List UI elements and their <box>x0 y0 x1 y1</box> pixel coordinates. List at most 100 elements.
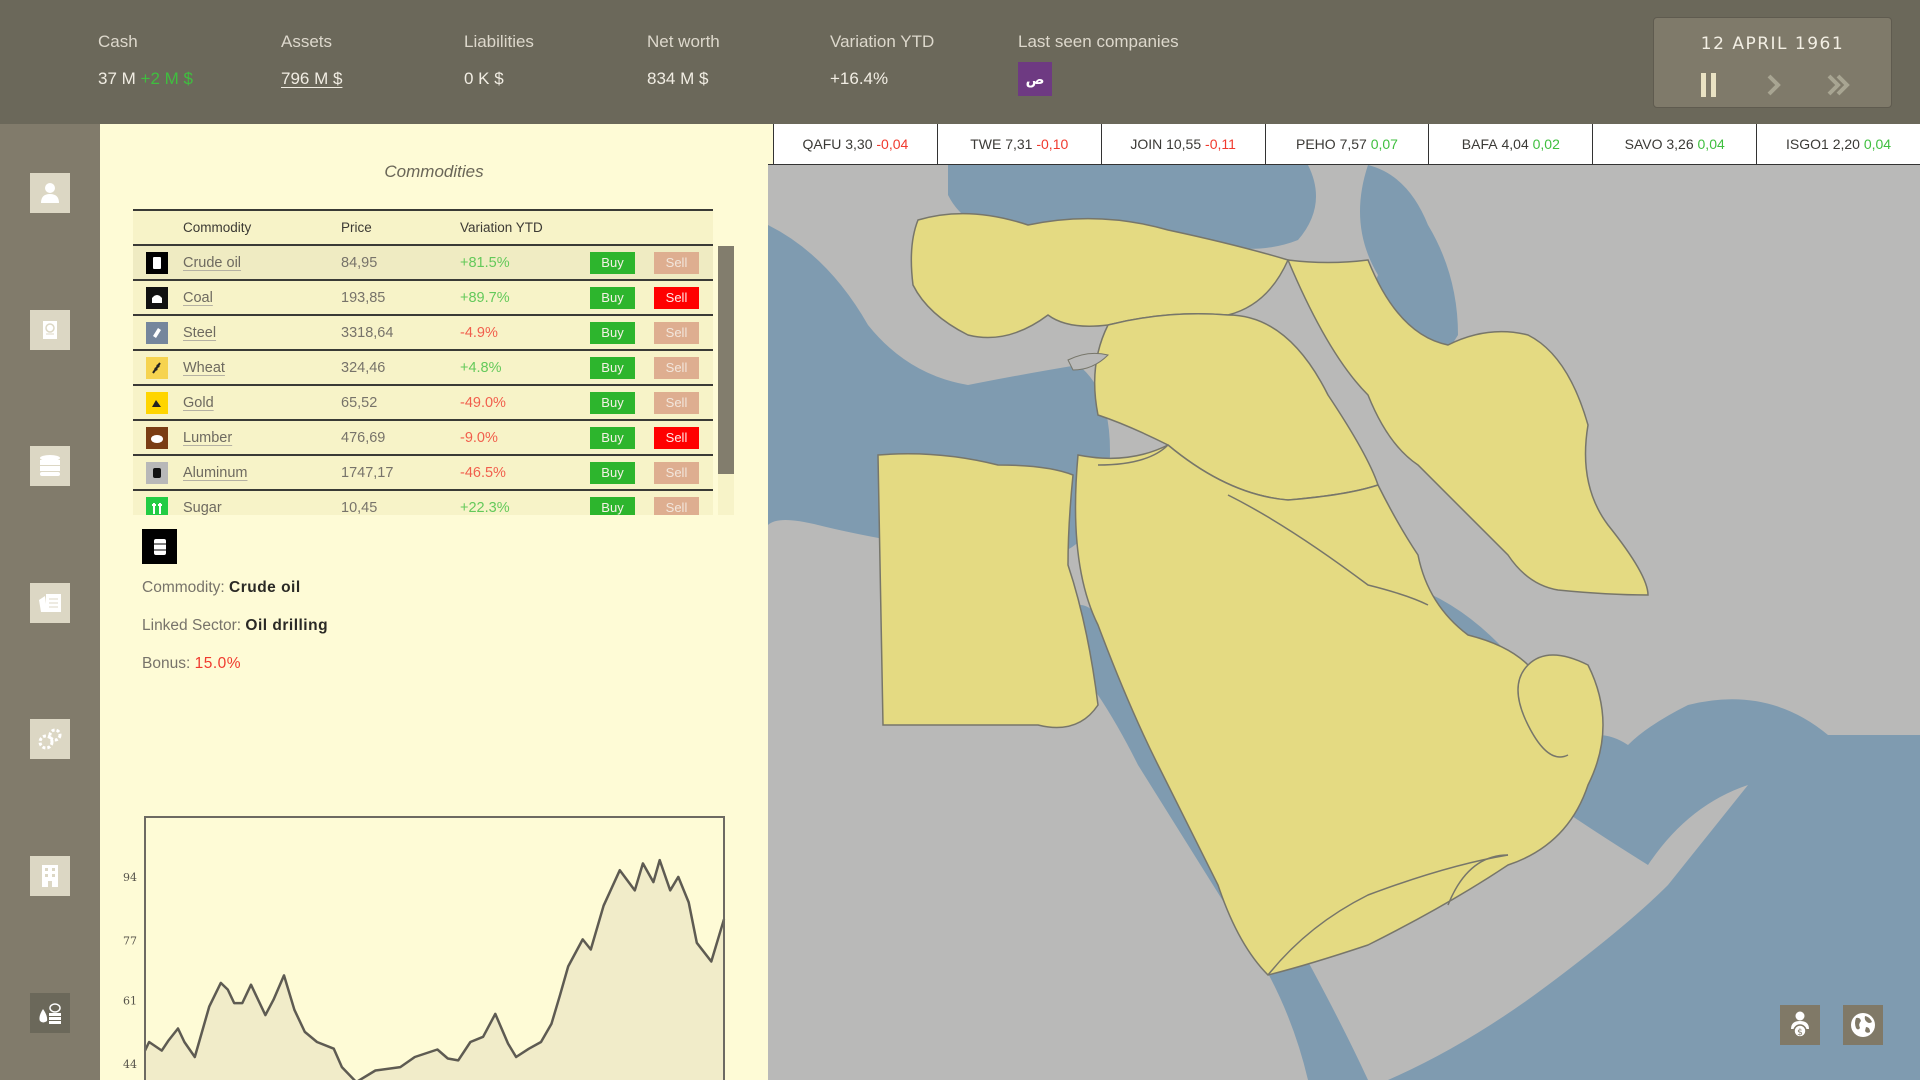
commodity-name-link[interactable]: Gold <box>183 394 214 411</box>
commodity-name-link[interactable]: Coal <box>183 289 213 306</box>
fast-forward-button[interactable] <box>1824 70 1854 100</box>
commodity-row[interactable]: Lumber 476,69 -9.0% Buy Sell <box>133 420 713 456</box>
commodity-row[interactable]: Gold 65,52 -49.0% Buy Sell <box>133 385 713 421</box>
ticker-symbol: JOIN <box>1130 136 1163 152</box>
sell-button[interactable]: Sell <box>654 391 699 414</box>
world-view-button[interactable] <box>1843 1005 1883 1045</box>
ticker-item[interactable]: JOIN 10,55 -0,11 <box>1100 124 1265 164</box>
ticker-price: 7,57 <box>1339 136 1367 152</box>
map-canvas[interactable] <box>768 165 1920 1080</box>
sidebar-item-profile[interactable] <box>30 173 70 213</box>
sugarcane-icon <box>146 497 168 515</box>
play-icon <box>1767 74 1781 96</box>
ticker-item[interactable]: QAFU 3,30 -0,04 <box>772 124 937 164</box>
chart-area <box>145 860 724 1080</box>
commodity-name-link[interactable]: Sugar <box>183 499 222 516</box>
buy-button[interactable]: Buy <box>590 251 635 274</box>
ticker-change: 0,02 <box>1532 136 1560 152</box>
sidebar-item-industry[interactable] <box>30 719 70 759</box>
pause-button[interactable] <box>1694 70 1724 100</box>
sell-button[interactable]: Sell <box>654 251 699 274</box>
ticker-price: 10,55 <box>1166 136 1202 152</box>
variation-label: Variation YTD <box>830 32 935 51</box>
gold-bars-icon <box>146 392 168 414</box>
commodity-name-link[interactable]: Crude oil <box>183 254 242 271</box>
net-worth-label: Net worth <box>647 32 720 51</box>
current-date: 12 APRIL 1961 <box>1700 34 1845 54</box>
sidebar-item-documents[interactable] <box>30 583 70 623</box>
last-seen-companies: Last seen companies ص <box>1018 32 1179 96</box>
net-worth-value: 834 M $ <box>647 69 709 88</box>
ticker-item[interactable]: ISGO1 2,20 0,04 <box>1756 124 1920 164</box>
net-worth-stat: Net worth 834 M $ <box>647 32 720 89</box>
buy-button[interactable]: Buy <box>590 286 635 309</box>
commodity-row[interactable]: Wheat 324,46 +4.8% Buy Sell <box>133 350 713 386</box>
log-icon <box>146 427 168 449</box>
ticker-item[interactable]: SAVO 3,26 0,04 <box>1592 124 1756 164</box>
sidebar-item-database[interactable] <box>30 446 70 486</box>
investor-icon: $ <box>1791 1011 1809 1038</box>
assets-label: Assets <box>281 32 333 51</box>
ticker-change: 0,04 <box>1863 136 1892 152</box>
commodity-name-link[interactable]: Lumber <box>183 429 233 446</box>
ticker-item[interactable]: TWE 7,31 -0,10 <box>936 124 1101 164</box>
world-map[interactable]: $ <box>768 165 1920 1080</box>
buy-button[interactable]: Buy <box>590 356 635 379</box>
chart-line <box>143 858 726 1080</box>
sell-button[interactable]: Sell <box>654 356 699 379</box>
company-tile[interactable]: ص <box>1018 62 1052 96</box>
detail-bonus-label: Bonus: <box>142 655 191 672</box>
ticker-price: 3,26 <box>1666 136 1694 152</box>
steel-icon <box>146 322 168 344</box>
assets-link[interactable]: 796 M $ <box>281 69 343 88</box>
sidebar-item-companies[interactable] <box>30 856 70 896</box>
buy-button[interactable]: Buy <box>590 426 635 449</box>
sell-button[interactable]: Sell <box>654 426 699 449</box>
sell-button[interactable]: Sell <box>654 461 699 484</box>
table-scrollbar-thumb[interactable] <box>718 246 734 474</box>
commodity-price: 3318,64 <box>341 315 460 351</box>
commodity-row[interactable]: Coal 193,85 +89.7% Buy Sell <box>133 280 713 316</box>
commodity-row[interactable]: Aluminum 1747,17 -46.5% Buy Sell <box>133 455 713 491</box>
globe-icon <box>1851 1013 1875 1037</box>
commodity-row[interactable]: Crude oil 84,95 +81.5% Buy Sell <box>133 245 713 281</box>
commodity-variation: -46.5% <box>460 455 590 491</box>
commodity-price: 65,52 <box>341 385 460 421</box>
buy-button[interactable]: Buy <box>590 496 635 515</box>
detail-sector-value: Oil drilling <box>245 617 329 634</box>
buy-button[interactable]: Buy <box>590 391 635 414</box>
sell-button[interactable]: Sell <box>654 321 699 344</box>
ticker-symbol: BAFA <box>1461 136 1498 152</box>
investor-view-button[interactable]: $ <box>1780 1005 1820 1045</box>
sidebar-item-commodities[interactable] <box>30 993 70 1033</box>
buy-button[interactable]: Buy <box>590 321 635 344</box>
commodity-name-link[interactable]: Wheat <box>183 359 225 376</box>
ticker-change: -0,10 <box>1036 136 1069 152</box>
y-tick-label: 77 <box>123 935 137 948</box>
commodity-name-link[interactable]: Aluminum <box>183 464 248 481</box>
ticker-price: 4,04 <box>1501 136 1529 152</box>
stock-ticker: QAFU 3,30 -0,04 TWE 7,31 -0,10 JOIN 10,55 … <box>768 124 1920 165</box>
sell-button[interactable]: Sell <box>654 286 699 309</box>
commodity-column-header: Commodity <box>183 209 341 246</box>
sidebar-item-news[interactable] <box>30 310 70 350</box>
commodity-price: 324,46 <box>341 350 460 386</box>
detail-sector: Linked Sector: Oil drilling <box>142 617 328 635</box>
ticker-item[interactable]: PEHO 7,57 0,07 <box>1264 124 1429 164</box>
commodity-name-link[interactable]: Steel <box>183 324 217 341</box>
play-button[interactable] <box>1759 70 1789 100</box>
variation-value: +16.4% <box>830 69 889 88</box>
icon-column-header <box>133 209 183 246</box>
date-control-box: 12 APRIL 1961 <box>1653 17 1892 108</box>
commodity-row[interactable]: Steel 3318,64 -4.9% Buy Sell <box>133 315 713 351</box>
assets-stat: Assets 796 M $ <box>281 32 342 89</box>
detail-sector-label: Linked Sector: <box>142 617 242 634</box>
sidebar <box>0 124 100 1080</box>
detail-bonus-value: 15.0% <box>194 655 242 672</box>
sell-button[interactable]: Sell <box>654 496 699 515</box>
ticker-item[interactable]: BAFA 4,04 0,02 <box>1428 124 1592 164</box>
buy-button[interactable]: Buy <box>590 461 635 484</box>
price-column-header: Price <box>341 209 460 246</box>
commodity-row[interactable]: Sugar 10,45 +22.3% Buy Sell <box>133 490 713 515</box>
detail-commodity-label: Commodity: <box>142 579 225 596</box>
